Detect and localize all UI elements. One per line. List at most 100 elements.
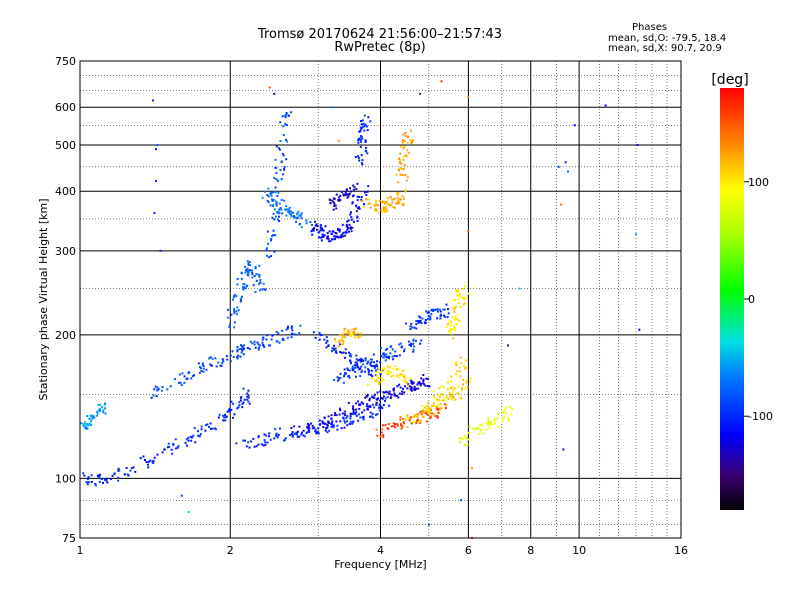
data-point bbox=[403, 350, 406, 353]
data-point bbox=[459, 375, 462, 378]
data-point bbox=[272, 198, 275, 201]
data-point bbox=[291, 431, 294, 434]
data-point bbox=[233, 307, 236, 310]
data-point bbox=[367, 185, 370, 188]
data-point bbox=[236, 346, 239, 349]
data-point bbox=[328, 240, 331, 243]
data-point bbox=[341, 223, 344, 226]
data-point bbox=[369, 358, 372, 361]
data-point bbox=[382, 200, 385, 203]
data-point bbox=[488, 423, 491, 426]
data-point bbox=[335, 235, 338, 238]
data-point bbox=[109, 477, 112, 480]
data-point bbox=[298, 214, 301, 217]
data-point bbox=[394, 364, 397, 367]
data-point bbox=[147, 466, 150, 469]
data-point bbox=[386, 210, 389, 213]
data-point bbox=[278, 202, 281, 205]
data-point bbox=[311, 424, 314, 427]
data-point bbox=[389, 196, 392, 199]
data-point bbox=[364, 366, 367, 369]
data-point bbox=[376, 413, 379, 416]
data-point bbox=[397, 376, 400, 379]
data-point bbox=[279, 121, 282, 124]
data-point bbox=[217, 361, 220, 364]
data-point bbox=[349, 360, 352, 363]
data-point bbox=[167, 446, 170, 449]
data-point bbox=[358, 403, 361, 406]
data-point bbox=[342, 235, 345, 238]
data-point bbox=[450, 398, 453, 401]
data-point bbox=[371, 375, 374, 378]
data-point bbox=[247, 389, 250, 392]
data-point bbox=[311, 427, 314, 430]
data-point bbox=[370, 415, 373, 418]
data-point bbox=[359, 367, 362, 370]
data-point bbox=[200, 369, 203, 372]
data-point bbox=[347, 195, 350, 198]
data-point bbox=[364, 357, 367, 360]
data-point bbox=[290, 433, 293, 436]
data-point bbox=[445, 404, 448, 407]
data-point bbox=[407, 417, 410, 420]
data-point bbox=[407, 340, 410, 343]
data-point bbox=[636, 143, 639, 146]
data-point bbox=[462, 378, 465, 381]
data-point bbox=[176, 446, 179, 449]
data-point bbox=[496, 425, 499, 428]
data-point bbox=[330, 414, 333, 417]
data-point bbox=[385, 207, 388, 210]
data-point bbox=[447, 323, 450, 326]
data-point bbox=[357, 137, 360, 140]
data-point bbox=[279, 169, 282, 172]
data-point bbox=[357, 141, 360, 144]
data-point bbox=[451, 386, 454, 389]
data-point bbox=[429, 416, 432, 419]
data-point bbox=[381, 210, 384, 213]
data-point bbox=[399, 386, 402, 389]
data-point bbox=[370, 358, 373, 361]
data-point bbox=[321, 229, 324, 232]
data-point bbox=[196, 430, 199, 433]
data-point bbox=[90, 480, 93, 483]
data-point bbox=[461, 287, 464, 290]
data-point bbox=[296, 435, 299, 438]
data-point bbox=[376, 398, 379, 401]
data-point bbox=[387, 366, 390, 369]
data-point bbox=[273, 208, 276, 211]
data-point bbox=[393, 198, 396, 201]
data-point bbox=[450, 332, 453, 335]
data-point bbox=[267, 187, 270, 190]
data-point bbox=[496, 413, 499, 416]
data-point bbox=[179, 381, 182, 384]
data-point bbox=[315, 223, 318, 226]
data-point bbox=[398, 201, 401, 204]
data-point bbox=[385, 205, 388, 208]
data-point bbox=[307, 429, 310, 432]
data-point bbox=[240, 399, 243, 402]
data-point bbox=[432, 309, 435, 312]
data-point bbox=[298, 223, 301, 226]
data-point bbox=[326, 236, 329, 239]
data-point bbox=[258, 282, 261, 285]
data-point bbox=[396, 385, 399, 388]
data-point bbox=[404, 385, 407, 388]
data-point bbox=[259, 278, 262, 281]
data-point bbox=[353, 186, 356, 189]
data-point bbox=[309, 422, 312, 425]
data-point bbox=[384, 348, 387, 351]
data-point bbox=[294, 333, 297, 336]
data-point bbox=[233, 294, 236, 297]
data-point bbox=[312, 228, 315, 231]
data-point bbox=[502, 418, 505, 421]
data-point bbox=[239, 300, 242, 303]
data-point bbox=[373, 366, 376, 369]
data-point bbox=[197, 362, 200, 365]
data-point bbox=[317, 231, 320, 234]
data-point bbox=[219, 364, 222, 367]
data-point bbox=[398, 392, 401, 395]
data-point bbox=[367, 368, 370, 371]
data-point bbox=[367, 116, 370, 119]
data-point bbox=[376, 434, 379, 437]
data-point bbox=[466, 385, 469, 388]
